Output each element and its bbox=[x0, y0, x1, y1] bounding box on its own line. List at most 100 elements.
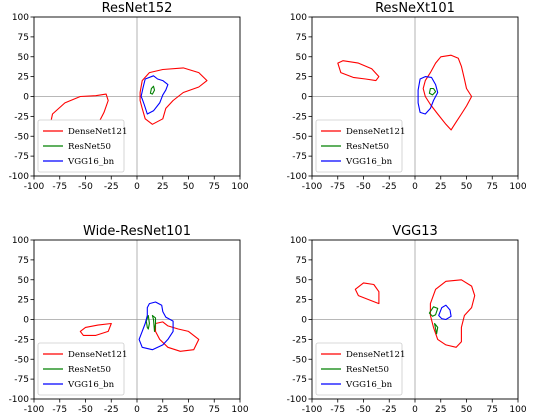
x-tick-label: -100 bbox=[24, 182, 45, 192]
y-tick-label: -50 bbox=[292, 132, 307, 142]
contour-densenet121-1 bbox=[337, 60, 380, 82]
x-tick-label: -100 bbox=[302, 405, 323, 415]
legend: DenseNet121 ResNet50 VGG16_bn bbox=[37, 119, 127, 173]
x-tick-label: 100 bbox=[509, 405, 526, 415]
contour-resnet50-1 bbox=[145, 314, 150, 330]
contour-densenet121-2 bbox=[429, 279, 476, 348]
x-tick-label: -50 bbox=[356, 405, 371, 415]
y-tick-label: -25 bbox=[292, 112, 307, 122]
x-tick-label: 100 bbox=[509, 182, 526, 192]
x-tick-label: -75 bbox=[52, 405, 67, 415]
x-tick-label: 0 bbox=[412, 182, 418, 192]
x-tick-label: 0 bbox=[134, 405, 140, 415]
y-tick-label: -25 bbox=[14, 112, 29, 122]
chart-panel-2: ResNeXt101 -100 -75 -50 -25 0 25 50 75 100 -100 -75… bbox=[287, 1, 527, 192]
legend: DenseNet121 ResNet50 VGG16_bn bbox=[315, 342, 405, 396]
chart-title: Wide-ResNet101 bbox=[83, 224, 191, 239]
y-tick-label: -100 bbox=[9, 172, 30, 182]
contour-resnet50-2 bbox=[151, 314, 157, 332]
y-tick-label: 25 bbox=[296, 73, 307, 83]
contour-resnet50-1 bbox=[149, 85, 156, 95]
chart-panel-4: VGG13 -100 -75 -50 -25 0 25 50 75 100 -100 -75 -50 -2… bbox=[287, 224, 527, 415]
contour-vgg16-bn-1 bbox=[140, 75, 169, 115]
x-tick-label: -50 bbox=[78, 405, 93, 415]
y-tick-label: -50 bbox=[14, 132, 29, 142]
contour-vgg16-bn-1 bbox=[438, 304, 452, 321]
contour-densenet121-1 bbox=[79, 322, 112, 336]
y-tick-label: 50 bbox=[18, 276, 30, 286]
x-tick-label: 50 bbox=[461, 182, 473, 192]
contour-densenet121-2 bbox=[422, 54, 473, 131]
y-tick-label: -50 bbox=[292, 355, 307, 365]
y-tick-label: 0 bbox=[23, 93, 29, 103]
x-tick-label: -100 bbox=[302, 182, 323, 192]
y-tick-label: 75 bbox=[296, 33, 307, 43]
y-tick-label: -25 bbox=[292, 335, 307, 345]
x-tick-label: 25 bbox=[435, 182, 446, 192]
y-tick-label: 100 bbox=[12, 13, 29, 23]
y-tick-label: 0 bbox=[23, 316, 29, 326]
y-tick-label: 0 bbox=[301, 316, 307, 326]
legend-label: ResNet50 bbox=[68, 365, 111, 375]
x-tick-label: 75 bbox=[487, 405, 498, 415]
x-tick-label: 75 bbox=[209, 182, 220, 192]
x-tick-label: -50 bbox=[78, 182, 93, 192]
x-tick-label: 50 bbox=[183, 405, 195, 415]
x-tick-label: -50 bbox=[356, 182, 371, 192]
y-tick-label: 25 bbox=[18, 296, 29, 306]
x-tick-label: -25 bbox=[104, 405, 119, 415]
x-tick-label: -75 bbox=[330, 182, 345, 192]
y-tick-label: 75 bbox=[296, 256, 307, 266]
legend-label: ResNet50 bbox=[346, 365, 389, 375]
chart-panel-1: ResNet152 -100 -75 -50 -25 0 25 50 75 100 -100 -75 -… bbox=[9, 1, 249, 192]
y-tick-label: 100 bbox=[290, 236, 307, 246]
x-tick-label: 0 bbox=[412, 405, 418, 415]
x-tick-label: -25 bbox=[104, 182, 119, 192]
x-tick-label: 25 bbox=[435, 405, 446, 415]
legend-box bbox=[315, 119, 403, 173]
x-tick-label: -25 bbox=[382, 182, 397, 192]
contour-vgg16-bn-1 bbox=[417, 76, 439, 115]
y-tick-label: 25 bbox=[18, 73, 29, 83]
y-tick-label: 50 bbox=[296, 53, 308, 63]
y-tick-label: 75 bbox=[18, 256, 29, 266]
chart-title: ResNeXt101 bbox=[375, 1, 455, 16]
x-tick-label: -75 bbox=[52, 182, 67, 192]
legend-label: VGG16_bn bbox=[345, 157, 393, 167]
x-tick-label: 0 bbox=[134, 182, 140, 192]
x-tick-label: 100 bbox=[231, 182, 248, 192]
legend: DenseNet121 ResNet50 VGG16_bn bbox=[37, 342, 127, 396]
contour-densenet121-2 bbox=[154, 321, 200, 352]
x-tick-label: -25 bbox=[382, 405, 397, 415]
x-tick-label: 50 bbox=[461, 405, 473, 415]
chart-title: VGG13 bbox=[392, 224, 438, 239]
y-tick-label: -75 bbox=[292, 375, 307, 385]
y-tick-label: 100 bbox=[12, 236, 29, 246]
y-tick-label: 0 bbox=[301, 93, 307, 103]
chart-title: ResNet152 bbox=[102, 1, 173, 16]
y-tick-label: -50 bbox=[14, 355, 29, 365]
legend-label: VGG16_bn bbox=[67, 157, 115, 167]
y-tick-label: -75 bbox=[14, 152, 29, 162]
contour-resnet50-1 bbox=[428, 87, 437, 96]
x-tick-label: 25 bbox=[157, 405, 168, 415]
x-tick-label: 25 bbox=[157, 182, 168, 192]
legend-label: DenseNet121 bbox=[68, 127, 127, 137]
contour-resnet50-2 bbox=[434, 322, 439, 335]
x-tick-label: 75 bbox=[209, 405, 220, 415]
legend-label: ResNet50 bbox=[68, 142, 111, 152]
y-tick-label: 50 bbox=[296, 276, 308, 286]
contour-densenet121-1 bbox=[354, 282, 380, 305]
y-tick-label: -25 bbox=[14, 335, 29, 345]
y-tick-label: 25 bbox=[296, 296, 307, 306]
contour-resnet50-1 bbox=[428, 306, 439, 317]
contour-densenet121-2 bbox=[139, 67, 208, 125]
y-tick-label: -75 bbox=[14, 375, 29, 385]
y-tick-label: -100 bbox=[287, 172, 308, 182]
x-tick-label: -100 bbox=[24, 405, 45, 415]
x-tick-label: 50 bbox=[183, 182, 195, 192]
y-tick-label: 50 bbox=[18, 53, 30, 63]
legend-box bbox=[315, 342, 403, 396]
x-tick-label: 100 bbox=[231, 405, 248, 415]
